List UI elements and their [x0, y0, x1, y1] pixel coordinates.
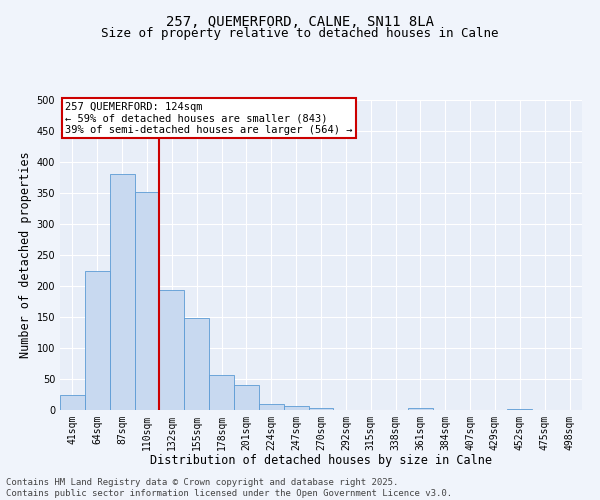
- Bar: [234, 385, 259, 410]
- Bar: [110, 174, 134, 410]
- Text: Size of property relative to detached houses in Calne: Size of property relative to detached ho…: [101, 28, 499, 40]
- Bar: [408, 408, 433, 410]
- Bar: [85, 270, 110, 410]
- Y-axis label: Number of detached properties: Number of detached properties: [19, 152, 32, 358]
- Bar: [184, 318, 209, 410]
- Bar: [284, 406, 308, 410]
- Bar: [508, 409, 532, 410]
- Text: Contains HM Land Registry data © Crown copyright and database right 2025.
Contai: Contains HM Land Registry data © Crown c…: [6, 478, 452, 498]
- Bar: [160, 290, 184, 410]
- Bar: [259, 404, 284, 410]
- Text: 257, QUEMERFORD, CALNE, SN11 8LA: 257, QUEMERFORD, CALNE, SN11 8LA: [166, 15, 434, 29]
- Bar: [308, 408, 334, 410]
- Bar: [209, 376, 234, 410]
- Bar: [134, 192, 160, 410]
- Text: 257 QUEMERFORD: 124sqm
← 59% of detached houses are smaller (843)
39% of semi-de: 257 QUEMERFORD: 124sqm ← 59% of detached…: [65, 102, 353, 134]
- Bar: [60, 394, 85, 410]
- X-axis label: Distribution of detached houses by size in Calne: Distribution of detached houses by size …: [150, 454, 492, 468]
